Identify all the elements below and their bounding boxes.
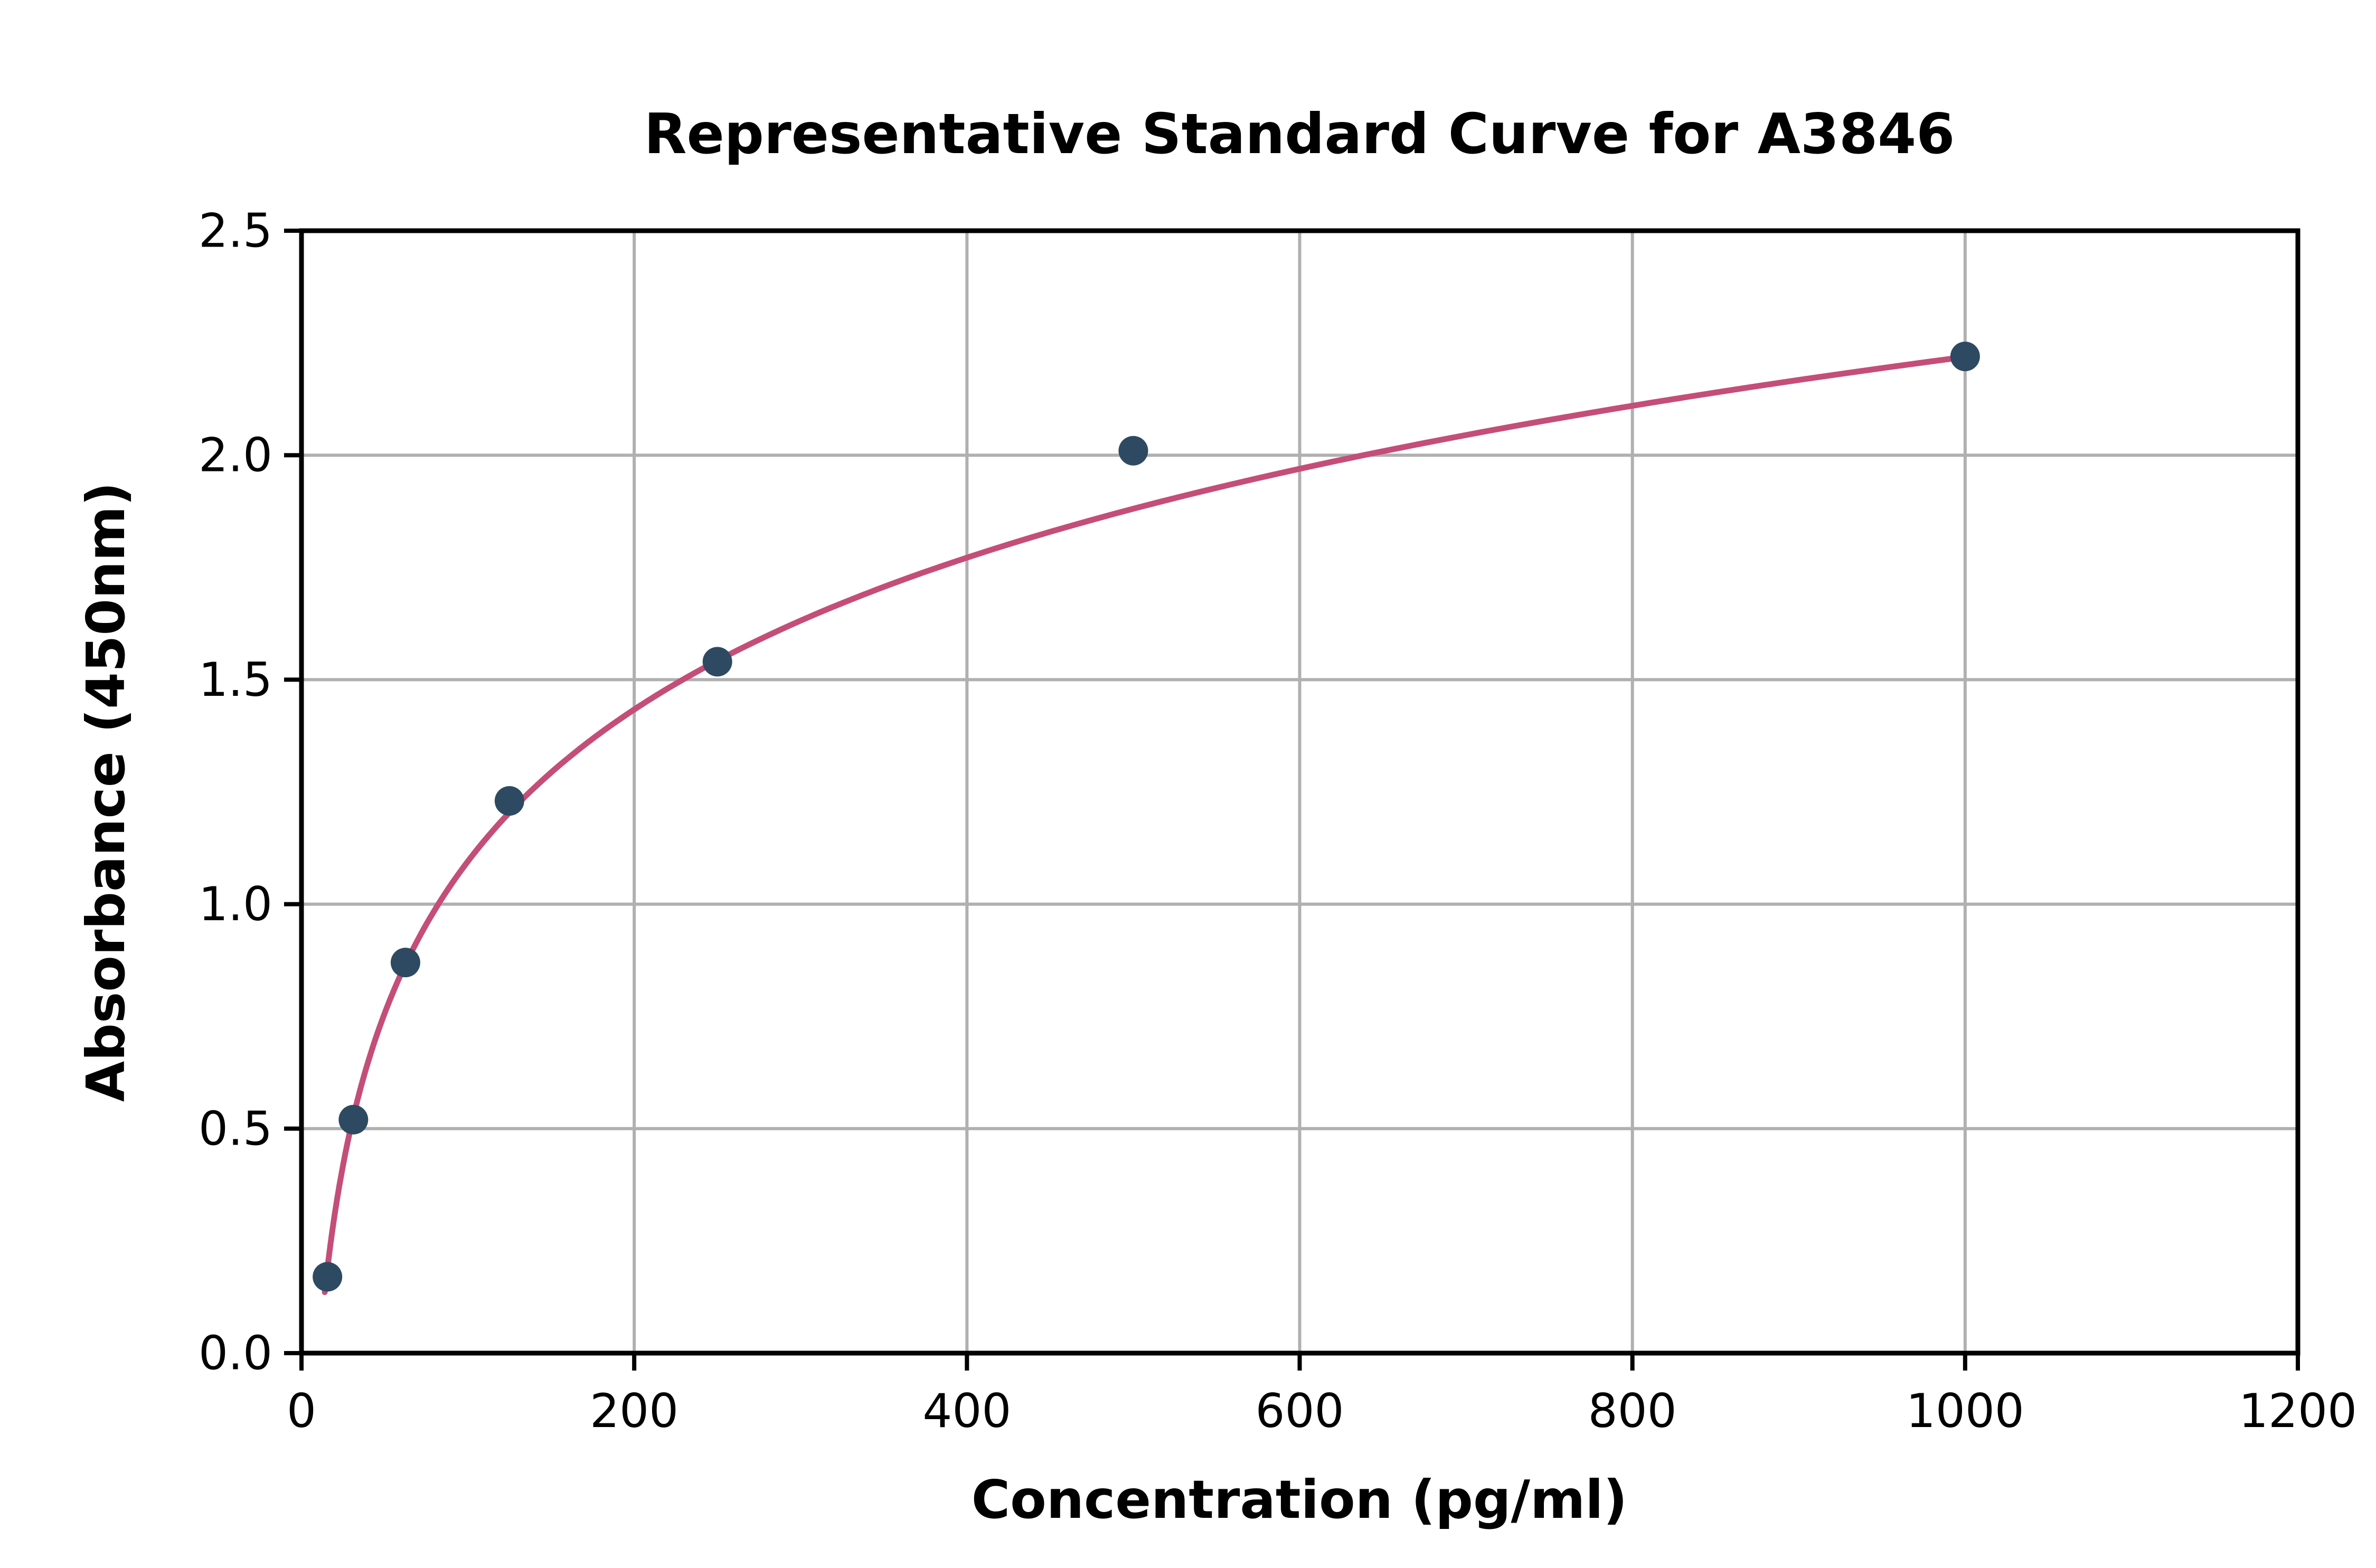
x-tick-label: 400 <box>922 1384 1011 1438</box>
data-point <box>338 1104 369 1135</box>
x-tick-label: 0 <box>287 1384 316 1438</box>
data-point <box>702 647 732 677</box>
x-tick-label: 200 <box>590 1384 678 1438</box>
data-point <box>313 1262 343 1292</box>
y-tick-label: 1.5 <box>199 653 272 707</box>
y-tick-label: 2.0 <box>199 428 272 483</box>
tick-layer: 0 200 400 600 800 1000 1200 0.0 0.5 1.0 1.5 2.0 2.5 <box>199 204 2357 1439</box>
series-layer <box>313 342 1980 1295</box>
x-tick-label: 1000 <box>1906 1384 2024 1438</box>
x-tick-label: 600 <box>1256 1384 1344 1438</box>
y-axis-label: Absorbance (450nm) <box>75 482 137 1102</box>
x-axis-label: Concentration (pg/ml) <box>972 1469 1628 1531</box>
y-tick-label: 2.5 <box>199 204 272 258</box>
fit-curve <box>322 353 1977 1295</box>
data-point <box>1118 436 1148 466</box>
data-point <box>1950 342 1980 372</box>
y-tick-label: 0.5 <box>199 1101 272 1156</box>
y-tick-label: 1.0 <box>199 877 272 931</box>
data-point <box>390 948 420 978</box>
grid-layer <box>300 229 2299 1355</box>
data-point <box>494 786 524 816</box>
chart-title: Representative Standard Curve for A3846 <box>644 102 1955 166</box>
x-tick-label: 800 <box>1588 1384 1677 1438</box>
x-tick-label: 1200 <box>2239 1384 2357 1438</box>
y-tick-label: 0.0 <box>199 1326 272 1381</box>
